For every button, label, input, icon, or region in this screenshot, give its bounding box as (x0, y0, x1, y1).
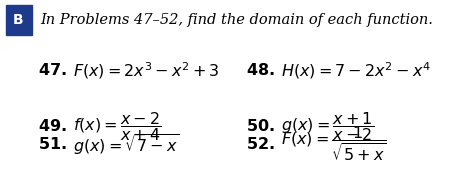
Text: $H(x) = 7 - 2x^2 - x^4$: $H(x) = 7 - 2x^2 - x^4$ (281, 60, 431, 81)
Text: $\mathbf{47.}$: $\mathbf{47.}$ (38, 62, 67, 79)
Text: B: B (13, 13, 24, 27)
Text: $\mathbf{52.}$: $\mathbf{52.}$ (246, 136, 275, 153)
FancyBboxPatch shape (6, 5, 32, 35)
Text: In Problems 47–52, find the domain of each function.: In Problems 47–52, find the domain of ea… (40, 13, 433, 27)
Text: $g(x) = \dfrac{x+1}{x-2}$: $g(x) = \dfrac{x+1}{x-2}$ (281, 110, 375, 143)
Text: $\mathbf{49.}$: $\mathbf{49.}$ (38, 118, 67, 135)
Text: $\mathbf{50.}$: $\mathbf{50.}$ (246, 118, 275, 135)
Text: $\mathbf{51.}$: $\mathbf{51.}$ (38, 136, 67, 153)
Text: $g(x) = \sqrt{7-x}$: $g(x) = \sqrt{7-x}$ (73, 132, 180, 157)
Text: $\mathbf{48.}$: $\mathbf{48.}$ (246, 62, 275, 79)
Text: $F(x) = 2x^3 - x^2 + 3$: $F(x) = 2x^3 - x^2 + 3$ (73, 60, 220, 81)
Text: $F(x) = \dfrac{1}{\sqrt{5+x}}$: $F(x) = \dfrac{1}{\sqrt{5+x}}$ (281, 125, 387, 164)
Text: $f(x) = \dfrac{x-2}{x+4}$: $f(x) = \dfrac{x-2}{x+4}$ (73, 110, 162, 143)
